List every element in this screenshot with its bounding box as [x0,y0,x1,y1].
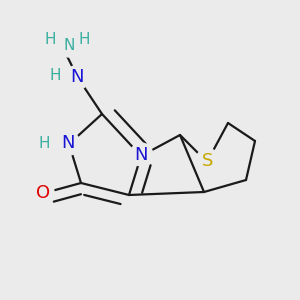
Text: N: N [134,146,148,164]
Text: O: O [36,184,50,202]
Text: N: N [71,68,84,86]
Circle shape [56,131,80,155]
Circle shape [32,182,54,205]
Circle shape [65,65,89,89]
Text: S: S [202,152,214,170]
Text: H: H [50,68,61,83]
Text: N: N [63,38,75,52]
Circle shape [195,149,220,174]
Circle shape [57,33,81,57]
Text: H: H [39,136,50,151]
Circle shape [130,143,153,166]
Text: N: N [61,134,74,152]
Text: H: H [45,32,56,47]
Text: H: H [78,32,90,47]
